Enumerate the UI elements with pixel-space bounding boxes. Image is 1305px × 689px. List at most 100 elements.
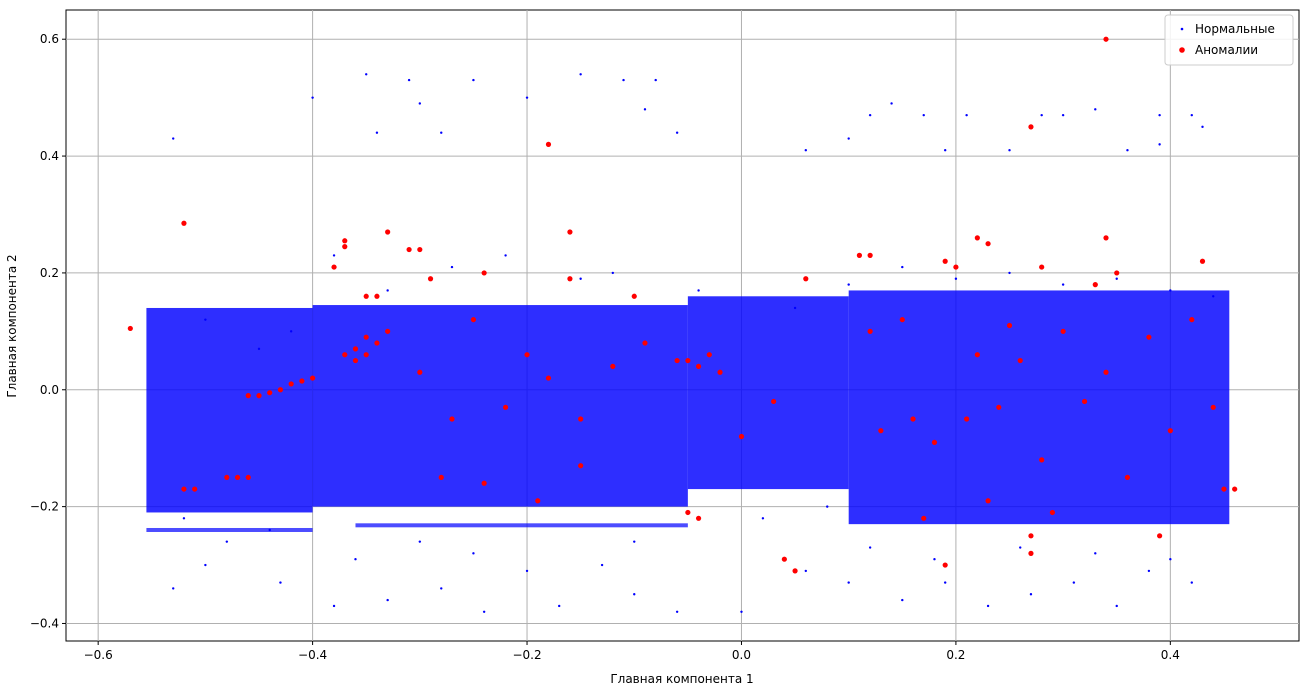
anomaly-point [1092, 282, 1098, 288]
normal-point [407, 78, 411, 82]
normal-density-band [312, 305, 688, 507]
anomaly-point [481, 270, 487, 276]
normal-point [418, 540, 422, 543]
normal-point [268, 528, 271, 532]
normal-point [386, 598, 389, 602]
legend-box [1164, 14, 1294, 66]
anomaly-point [449, 416, 455, 422]
anomaly-point [363, 334, 369, 340]
normal-point [472, 78, 475, 82]
normal-density-band [687, 296, 849, 490]
anomaly-point [545, 375, 552, 381]
anomaly-point [706, 352, 712, 358]
anomaly-point [1028, 124, 1034, 130]
normal-point [1158, 113, 1161, 117]
anomaly-point [427, 276, 434, 282]
x-tick-label: −0.4 [298, 648, 327, 662]
anomaly-point [953, 264, 959, 270]
normal-point [204, 563, 207, 567]
normal-point [1115, 604, 1118, 608]
anomaly-point [288, 381, 294, 387]
normal-point [826, 505, 829, 508]
normal-point [558, 604, 561, 608]
anomaly-point [1124, 474, 1131, 481]
normal-point [943, 581, 947, 584]
normal-point [1169, 558, 1172, 561]
anomaly-point [234, 474, 241, 481]
normal-point [418, 102, 422, 105]
normal-point [740, 610, 743, 613]
normal-point [1019, 546, 1022, 549]
anomaly-point [502, 404, 509, 410]
normal-point [675, 610, 679, 613]
anomaly-point [470, 317, 477, 323]
anomaly-point [342, 244, 348, 250]
anomaly-point [1028, 550, 1034, 556]
normal-point [633, 593, 636, 596]
normal-point [868, 546, 872, 549]
y-axis-label: Главная компонента 2 [5, 254, 19, 397]
normal-point [525, 96, 529, 99]
anomaly-point [535, 498, 541, 504]
anomaly-point [1157, 533, 1163, 539]
normal-point [933, 558, 936, 561]
anomaly-point [181, 220, 187, 226]
anomaly-point [1232, 486, 1238, 492]
normal-point [697, 289, 700, 292]
anomaly-point [1081, 398, 1088, 405]
normal-density-stripe [146, 527, 313, 532]
anomaly-point [1114, 270, 1120, 276]
y-tick-label: 0.6 [40, 32, 59, 46]
normal-point [1190, 113, 1193, 117]
x-tick-label: 0.2 [946, 648, 965, 662]
normal-series [146, 73, 1230, 613]
anomaly-point [910, 416, 916, 422]
normal-point [450, 265, 454, 269]
anomaly-point [363, 293, 369, 299]
anomaly-point [1039, 457, 1045, 463]
x-tick-label: 0.4 [1161, 648, 1180, 662]
normal-point [1029, 593, 1033, 596]
normal-point [440, 587, 443, 590]
normal-point [440, 131, 443, 134]
anomaly-point [1199, 258, 1206, 264]
anomaly-point [856, 252, 863, 258]
legend-marker-anomaly [1179, 47, 1185, 53]
anomaly-point [717, 369, 723, 375]
y-tick-label: −0.4 [30, 616, 59, 630]
anomaly-point [310, 375, 316, 381]
anomaly-point [942, 258, 948, 264]
anomaly-point [406, 246, 412, 253]
anomaly-point [899, 317, 905, 323]
normal-point [172, 137, 175, 140]
normal-point [922, 113, 925, 117]
normal-point [654, 78, 657, 82]
y-tick-label: −0.2 [30, 500, 59, 514]
normal-point [847, 581, 850, 584]
normal-point [504, 254, 507, 257]
normal-point [204, 318, 207, 321]
normal-point [1061, 113, 1065, 117]
normal-point [1169, 289, 1172, 292]
normal-point [311, 96, 314, 99]
anomaly-point [803, 276, 809, 282]
x-tick-label: −0.6 [84, 648, 113, 662]
normal-point [761, 517, 765, 520]
normal-point [954, 277, 958, 280]
anomaly-point [931, 439, 938, 445]
x-axis-ticks: −0.6 −0.4 −0.2 0.0 0.2 0.4 [84, 641, 1180, 662]
normal-point [943, 149, 947, 152]
normal-point [1072, 581, 1076, 584]
anomaly-point [674, 357, 680, 364]
normal-point [901, 265, 904, 269]
y-axis-ticks: −0.4 −0.2 0.0 0.2 0.4 0.6 [30, 32, 66, 630]
anomaly-point [1146, 334, 1152, 340]
normal-point [675, 131, 679, 134]
normal-point [332, 254, 336, 257]
x-tick-label: 0.0 [732, 648, 751, 662]
anomaly-point [1028, 533, 1034, 539]
normal-point [804, 569, 807, 573]
anomaly-point [342, 352, 348, 358]
anomaly-point [738, 433, 745, 440]
